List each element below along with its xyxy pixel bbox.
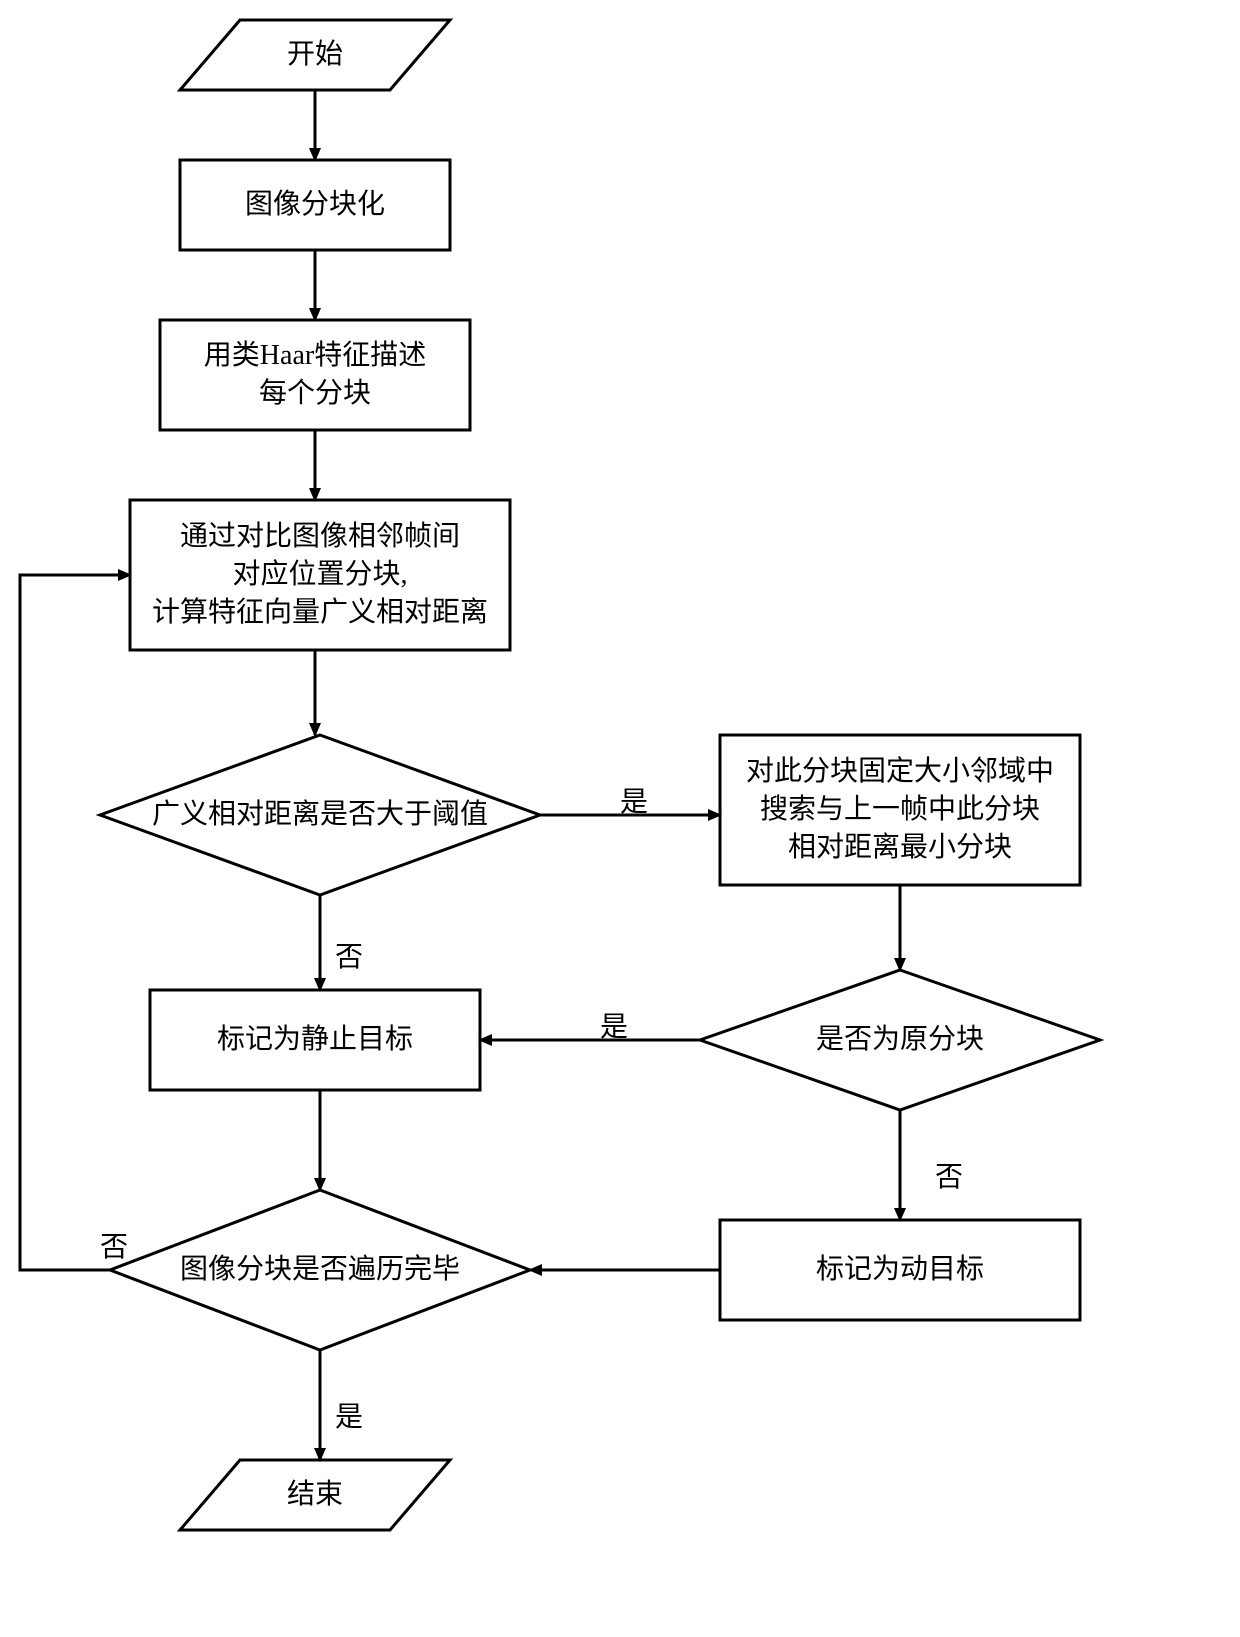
node-haar xyxy=(160,320,470,430)
node-d1 xyxy=(100,735,540,895)
node-end xyxy=(180,1460,450,1530)
node-start xyxy=(180,20,450,90)
node-moving xyxy=(720,1220,1080,1320)
node-d3 xyxy=(110,1190,530,1350)
node-blk xyxy=(180,160,450,250)
node-d2 xyxy=(700,970,1100,1110)
node-still xyxy=(150,990,480,1090)
edge-11 xyxy=(20,575,130,1270)
node-search xyxy=(720,735,1080,885)
node-calc xyxy=(130,500,510,650)
